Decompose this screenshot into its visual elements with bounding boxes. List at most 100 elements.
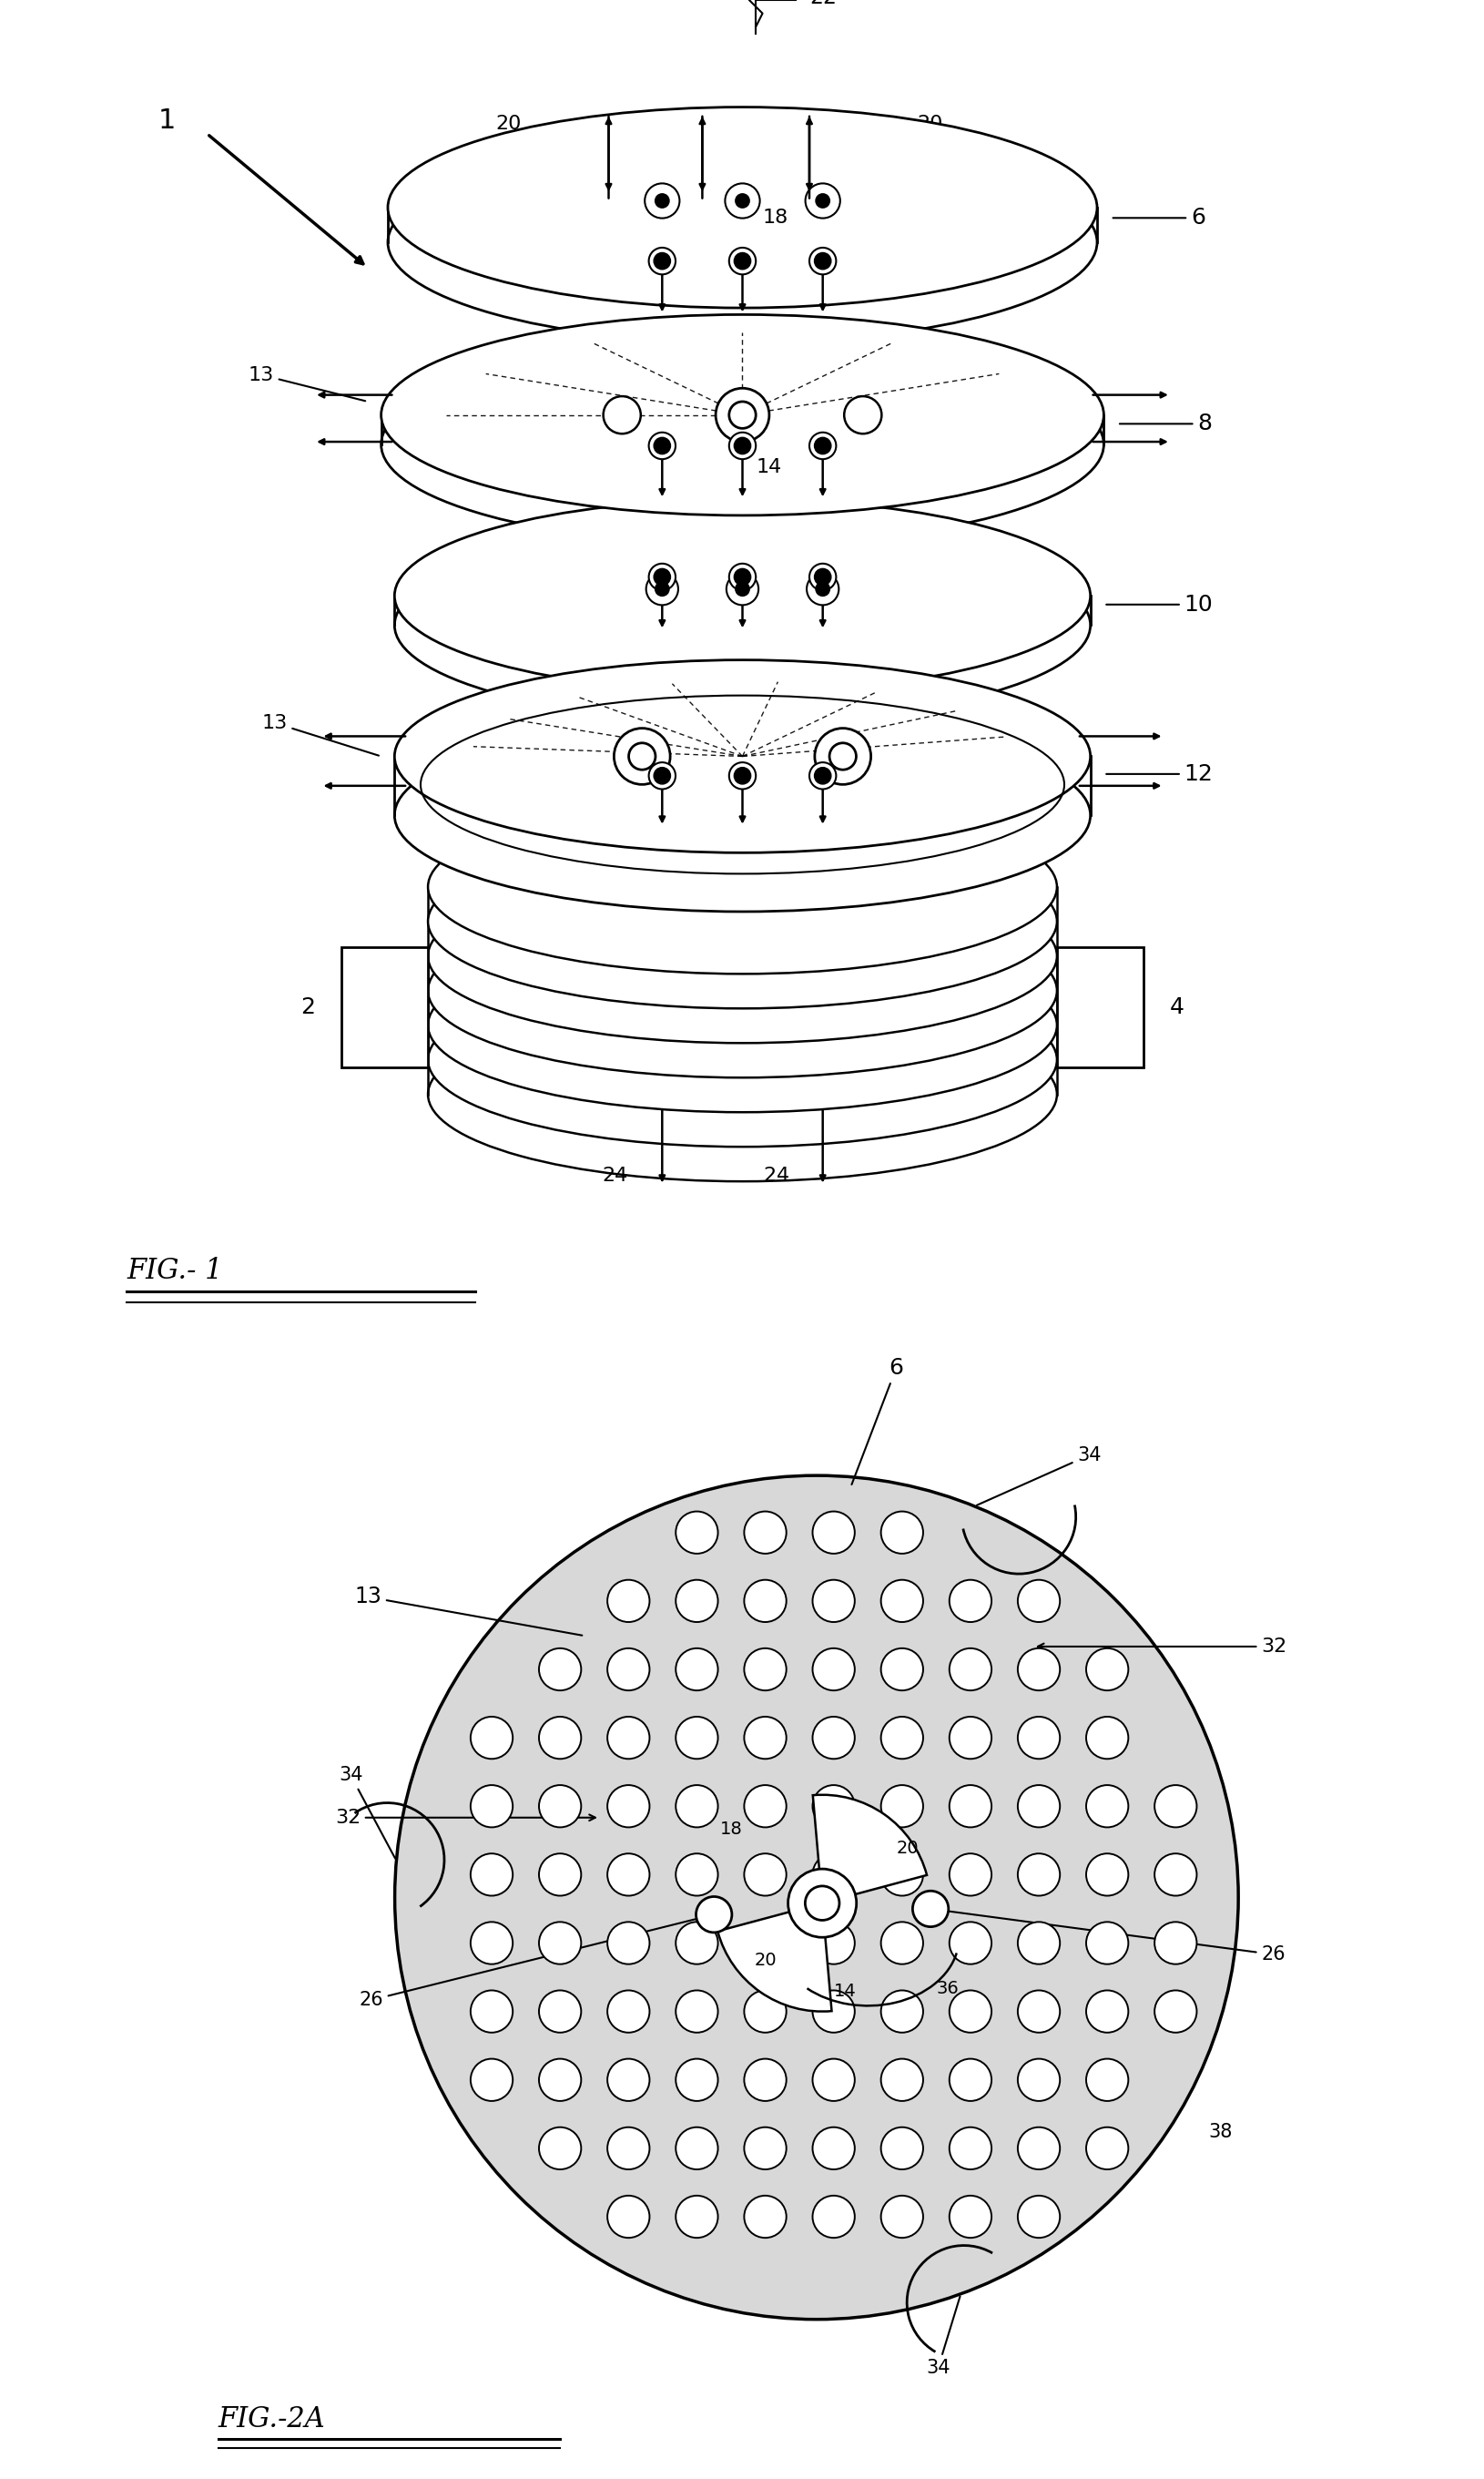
Circle shape <box>607 1649 649 1691</box>
Circle shape <box>804 1887 838 1921</box>
Circle shape <box>470 2058 512 2102</box>
Circle shape <box>1155 1854 1196 1896</box>
Circle shape <box>815 729 871 783</box>
Text: 10: 10 <box>1106 592 1212 615</box>
Circle shape <box>539 2058 580 2102</box>
Circle shape <box>1017 1991 1060 2033</box>
Circle shape <box>948 1991 991 2033</box>
Text: 16: 16 <box>862 595 889 615</box>
Circle shape <box>1085 1921 1128 1963</box>
Text: 4: 4 <box>1169 997 1184 1019</box>
Text: 26: 26 <box>359 1916 711 2008</box>
Circle shape <box>646 573 678 605</box>
Circle shape <box>1017 1715 1060 1760</box>
Text: 22: 22 <box>809 0 835 7</box>
Ellipse shape <box>387 141 1097 342</box>
Ellipse shape <box>395 659 1089 853</box>
Circle shape <box>607 2127 649 2169</box>
Circle shape <box>539 1854 580 1896</box>
Circle shape <box>675 1785 717 1827</box>
Text: 6: 6 <box>1113 208 1205 228</box>
Circle shape <box>880 1579 923 1621</box>
Circle shape <box>812 1579 855 1621</box>
Circle shape <box>815 568 830 585</box>
Circle shape <box>654 253 669 270</box>
Text: 18: 18 <box>720 1820 742 1837</box>
Circle shape <box>675 1991 717 2033</box>
Circle shape <box>628 744 654 768</box>
Circle shape <box>1017 2058 1060 2102</box>
Circle shape <box>843 397 881 434</box>
Circle shape <box>470 1991 512 2033</box>
Circle shape <box>743 2196 787 2239</box>
Circle shape <box>675 2196 717 2239</box>
Circle shape <box>880 1921 923 1963</box>
Circle shape <box>644 183 680 218</box>
Circle shape <box>470 1921 512 1963</box>
Circle shape <box>743 1512 787 1554</box>
Ellipse shape <box>427 801 1057 974</box>
Circle shape <box>880 1785 923 1827</box>
Circle shape <box>880 2058 923 2102</box>
Text: 13: 13 <box>261 714 378 756</box>
Circle shape <box>743 1854 787 1896</box>
Circle shape <box>675 2058 717 2102</box>
Circle shape <box>654 439 669 454</box>
Circle shape <box>948 1649 991 1691</box>
Circle shape <box>809 764 835 788</box>
Circle shape <box>607 1579 649 1621</box>
Circle shape <box>743 2058 787 2102</box>
Circle shape <box>948 1921 991 1963</box>
Circle shape <box>726 573 758 605</box>
Circle shape <box>654 193 668 208</box>
Circle shape <box>806 573 838 605</box>
Circle shape <box>812 1921 855 1963</box>
Circle shape <box>809 563 835 590</box>
Circle shape <box>948 2058 991 2102</box>
Wedge shape <box>812 1795 926 1904</box>
Circle shape <box>1085 1854 1128 1896</box>
Circle shape <box>470 1854 512 1896</box>
Circle shape <box>735 768 749 783</box>
Circle shape <box>812 1649 855 1691</box>
Ellipse shape <box>427 937 1057 1113</box>
Circle shape <box>880 1649 923 1691</box>
Circle shape <box>880 1715 923 1760</box>
Circle shape <box>724 183 760 218</box>
Circle shape <box>830 744 856 768</box>
Text: 32: 32 <box>334 1810 595 1827</box>
Circle shape <box>735 439 749 454</box>
Circle shape <box>1085 1991 1128 2033</box>
Circle shape <box>607 1854 649 1896</box>
Circle shape <box>1017 1579 1060 1621</box>
Circle shape <box>735 253 749 270</box>
Circle shape <box>948 2127 991 2169</box>
Ellipse shape <box>427 1006 1057 1182</box>
Circle shape <box>607 1715 649 1760</box>
Circle shape <box>743 2127 787 2169</box>
Ellipse shape <box>427 972 1057 1148</box>
Circle shape <box>729 563 755 590</box>
Circle shape <box>649 563 675 590</box>
Circle shape <box>880 1854 923 1896</box>
Circle shape <box>470 1715 512 1760</box>
Circle shape <box>395 1475 1238 2320</box>
Circle shape <box>743 1785 787 1827</box>
Text: 1: 1 <box>159 107 175 134</box>
Text: 18: 18 <box>763 208 788 228</box>
Circle shape <box>1085 1649 1128 1691</box>
Circle shape <box>1017 1921 1060 1963</box>
Ellipse shape <box>387 107 1097 307</box>
Text: 34: 34 <box>976 1445 1101 1505</box>
Text: 20: 20 <box>754 1951 776 1968</box>
Text: 26: 26 <box>932 1909 1285 1963</box>
Circle shape <box>880 1991 923 2033</box>
Ellipse shape <box>427 905 1057 1078</box>
Circle shape <box>812 1512 855 1554</box>
Circle shape <box>880 2127 923 2169</box>
Text: 24: 24 <box>603 1168 628 1185</box>
Ellipse shape <box>427 870 1057 1044</box>
Text: $\mathregular{24}$: $\mathregular{24}$ <box>763 1168 788 1185</box>
Circle shape <box>1017 2127 1060 2169</box>
Text: 36: 36 <box>936 1981 959 1998</box>
